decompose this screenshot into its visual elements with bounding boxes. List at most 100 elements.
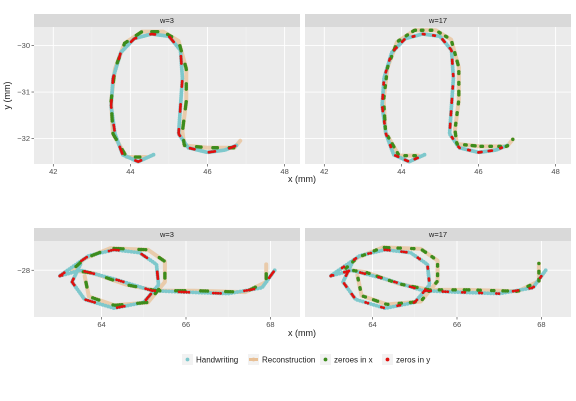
zero-x-point (133, 284, 138, 289)
zero-x-point (450, 42, 455, 46)
zero-y-point (429, 289, 433, 293)
handwriting-point (161, 289, 165, 294)
zero-y-point (344, 274, 348, 278)
handwriting-point (485, 291, 490, 296)
zero-y-point (233, 144, 237, 148)
zero-y-point (85, 270, 89, 274)
zero-x-point (354, 269, 358, 273)
zero-y-point (83, 269, 87, 273)
zero-x-point (445, 35, 449, 39)
zero-y-point (149, 292, 153, 296)
handwriting-point (432, 289, 436, 294)
zero-y-point (115, 306, 119, 310)
y-tick-label: −30 (17, 41, 30, 50)
zero-y-point (178, 134, 182, 138)
zero-y-point (392, 280, 396, 284)
zero-y-point (243, 289, 246, 293)
handwriting-point (126, 249, 131, 254)
zero-y-point (178, 110, 182, 113)
zero-y-point (110, 98, 113, 102)
zero-y-point (511, 289, 515, 293)
handwriting-point (491, 291, 496, 296)
handwriting-point (482, 291, 487, 296)
zero-x-point (367, 271, 371, 276)
zero-x-point (384, 75, 389, 79)
zero-y-point (385, 248, 389, 252)
zero-x-point (473, 144, 477, 148)
zero-y-point (500, 146, 504, 150)
zero-x-point (480, 144, 485, 149)
handwriting-point (388, 305, 393, 310)
zero-y-point (495, 292, 498, 295)
zero-y-point (187, 290, 191, 294)
zero-y-point (400, 250, 403, 254)
zero-x-point (453, 52, 457, 57)
zero-y-point (403, 158, 407, 162)
zero-y-point (340, 266, 344, 270)
zero-y-point (379, 276, 383, 280)
zero-x-point (505, 144, 510, 148)
zero-y-point (88, 299, 92, 303)
zero-y-point (539, 274, 543, 278)
zero-y-point (182, 290, 186, 294)
zero-y-point (153, 289, 157, 293)
zero-y-point (443, 290, 447, 294)
x-tick-label: 44 (397, 167, 405, 176)
handwriting-point (190, 290, 195, 295)
handwriting-point (385, 305, 390, 310)
zero-y-point (344, 285, 348, 288)
x-tick-label: 42 (49, 167, 57, 176)
zero-y-point (441, 290, 445, 293)
zero-x-point (467, 288, 471, 292)
facet-strip (305, 14, 571, 27)
zero-x-point (413, 28, 418, 32)
zero-y-point (153, 33, 157, 36)
zero-x-point (511, 137, 515, 142)
zero-y-point (383, 248, 387, 252)
zero-y-point (180, 85, 184, 88)
zero-x-point (111, 131, 115, 136)
zero-x-point (156, 29, 160, 34)
zero-y-point (361, 271, 364, 275)
zero-y-point (155, 270, 159, 274)
zero-y-point (180, 290, 183, 294)
zero-y-point (122, 304, 126, 308)
zero-y-point (121, 280, 125, 284)
handwriting-point (208, 291, 213, 295)
handwriting-point (170, 289, 174, 294)
zero-y-point (402, 38, 406, 41)
zero-x-point (158, 288, 162, 293)
zero-y-point (377, 275, 380, 279)
zero-x-point (435, 272, 440, 276)
zero-y-point (60, 273, 64, 277)
zero-y-point (86, 299, 90, 302)
zero-y-point (449, 113, 453, 117)
zero-x-point (386, 302, 390, 307)
plot-panel (34, 27, 300, 164)
zero-y-point (148, 288, 152, 292)
zero-x-point (389, 54, 394, 59)
zero-y-point (388, 57, 392, 61)
handwriting-point (193, 290, 198, 295)
zero-y-point (245, 288, 249, 292)
zero-y-point (112, 123, 116, 127)
zero-y-point (423, 32, 426, 36)
zero-x-point (405, 33, 410, 37)
zero-y-point (87, 271, 91, 274)
zero-y-point (382, 306, 386, 310)
handwriting-point (467, 290, 472, 295)
x-tick-label: 44 (126, 167, 134, 176)
handwriting-point (132, 250, 137, 254)
zero-y-point (250, 288, 253, 291)
zero-y-point (342, 270, 346, 274)
zero-x-point (421, 296, 426, 300)
handwriting-point (164, 289, 168, 294)
handwriting-point (473, 290, 478, 295)
x-tick-label: 64 (97, 320, 105, 329)
zero-x-point (456, 102, 461, 106)
zero-x-point (420, 248, 425, 252)
zero-y-point (144, 287, 148, 291)
zero-y-point (497, 292, 501, 296)
zero-x-point (125, 39, 129, 44)
zero-x-point (412, 153, 416, 158)
